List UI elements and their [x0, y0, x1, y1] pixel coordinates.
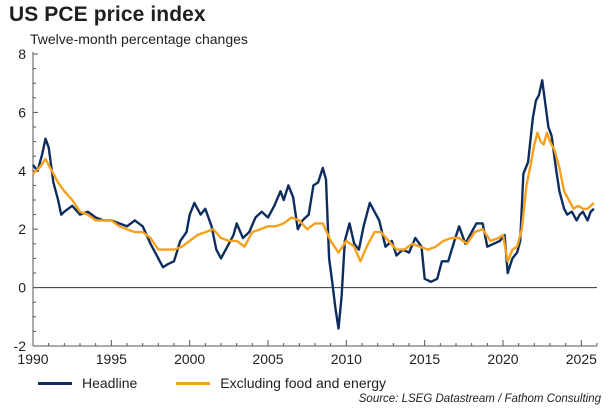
- legend-swatch-headline: [38, 381, 72, 385]
- series-line-core: [32, 131, 595, 263]
- legend-item-core: Excluding food and energy: [176, 375, 386, 391]
- x-tick-label: 2005: [252, 351, 283, 367]
- x-tick-label: 2020: [487, 351, 518, 367]
- y-tick-label: 6: [18, 104, 26, 120]
- y-tick-label: 8: [18, 46, 26, 62]
- legend: Headline Excluding food and energy: [38, 375, 425, 391]
- x-tick-label: 1995: [96, 351, 127, 367]
- legend-label-headline: Headline: [82, 375, 138, 391]
- y-tick-label: 0: [18, 280, 26, 296]
- legend-label-core: Excluding food and energy: [220, 375, 387, 391]
- x-tick-label: 2010: [331, 351, 362, 367]
- x-tick-label: 2000: [174, 351, 205, 367]
- series-line-headline: [32, 79, 595, 330]
- x-tick-label: 2025: [566, 351, 597, 367]
- chart-title: US PCE price index: [9, 3, 206, 26]
- x-tick-label: 2015: [409, 351, 440, 367]
- source-note: Source: LSEG Datastream / Fathom Consult…: [358, 393, 601, 405]
- y-tick-label: -2: [14, 338, 27, 354]
- legend-swatch-core: [176, 381, 211, 385]
- chart-subtitle: Twelve-month percentage changes: [30, 31, 248, 47]
- legend-item-headline: Headline: [38, 375, 137, 391]
- y-tick-label: 4: [18, 163, 26, 179]
- y-tick-label: 2: [18, 221, 26, 237]
- x-tick-label: 1990: [17, 351, 48, 367]
